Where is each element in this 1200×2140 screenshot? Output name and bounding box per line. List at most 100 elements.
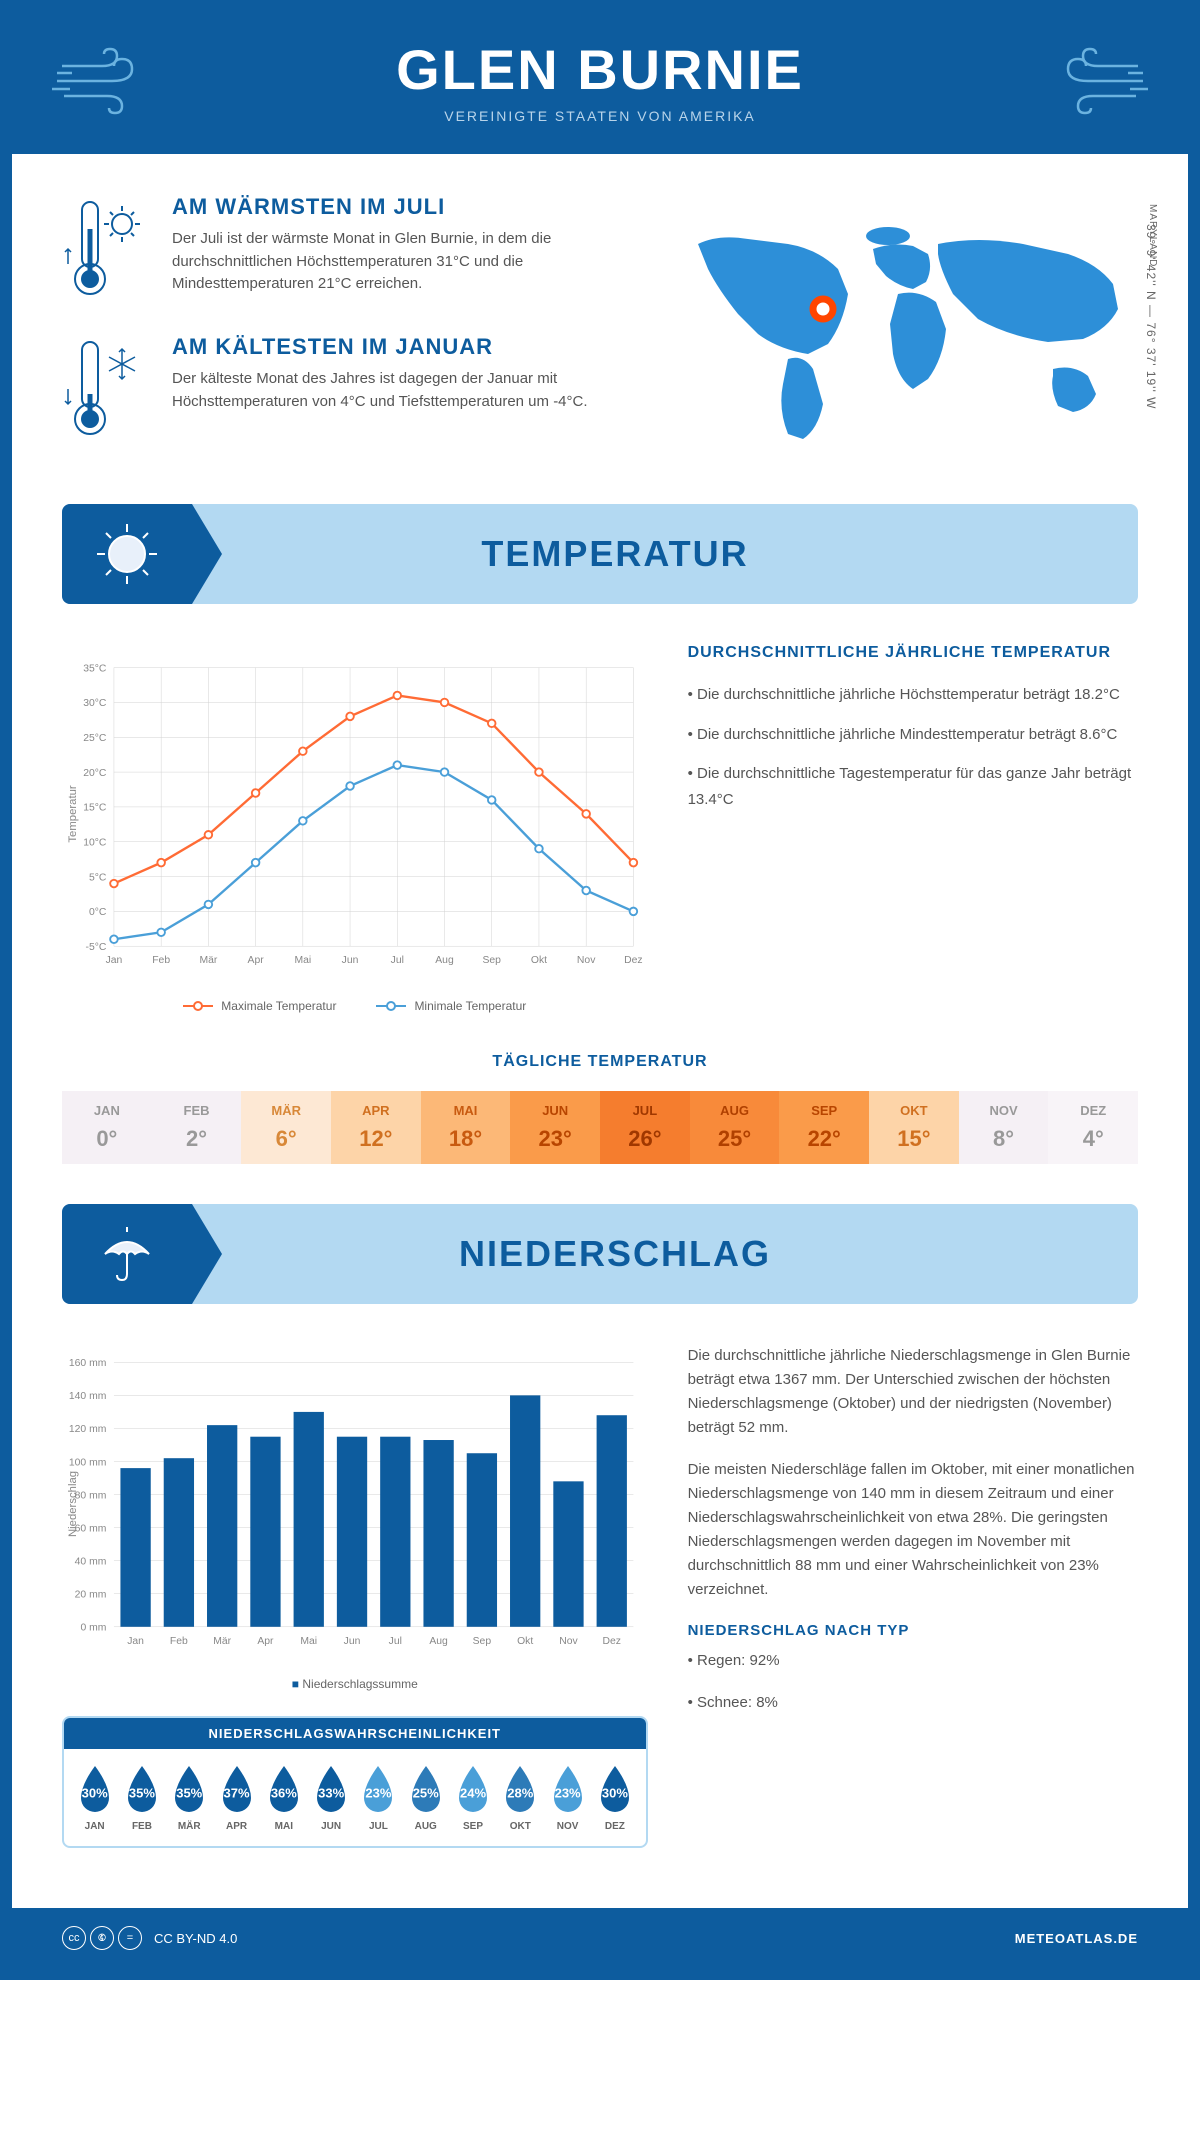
svg-text:Feb: Feb	[170, 1636, 188, 1647]
daily-cell: APR12°	[331, 1091, 421, 1164]
precipitation-section-header: NIEDERSCHLAG	[62, 1204, 1138, 1304]
svg-text:35°C: 35°C	[83, 663, 107, 674]
legend-max: Maximale Temperatur	[183, 999, 336, 1013]
daily-temperature: TÄGLICHE TEMPERATUR JAN0°FEB2°MÄR6°APR12…	[12, 1053, 1188, 1204]
precip-legend: Niederschlagssumme	[62, 1677, 648, 1691]
precipitation-title: NIEDERSCHLAG	[192, 1233, 1138, 1275]
probability-drop: 24%SEP	[450, 1763, 495, 1832]
precip-type-1: • Regen: 92%	[688, 1649, 1138, 1673]
daily-cell: JUN23°	[510, 1091, 600, 1164]
precip-p1: Die durchschnittliche jährliche Niedersc…	[688, 1344, 1138, 1440]
precip-type-title: NIEDERSCHLAG NACH TYP	[688, 1622, 1138, 1639]
svg-text:15°C: 15°C	[83, 803, 107, 814]
daily-cell: MÄR6°	[241, 1091, 331, 1164]
umbrella-icon	[95, 1222, 160, 1287]
svg-text:30°C: 30°C	[83, 698, 107, 709]
daily-cell: NOV8°	[959, 1091, 1049, 1164]
thermometer-cold-icon	[62, 334, 152, 444]
svg-text:100 mm: 100 mm	[69, 1457, 106, 1468]
probability-drop: 23%JUL	[356, 1763, 401, 1832]
svg-text:Sep: Sep	[482, 955, 501, 966]
country-name: VEREINIGTE STAATEN VON AMERIKA	[172, 108, 1028, 124]
cold-title: AM KÄLTESTEN IM JANUAR	[172, 334, 618, 360]
temperature-chart: -5°C0°C5°C10°C15°C20°C25°C30°C35°CJanFeb…	[62, 644, 648, 1013]
svg-text:Niederschlag: Niederschlag	[67, 1471, 79, 1537]
svg-text:Jan: Jan	[127, 1636, 144, 1647]
thermometer-hot-icon	[62, 194, 152, 304]
precipitation-chart: 0 mm20 mm40 mm60 mm80 mm100 mm120 mm140 …	[62, 1344, 648, 1664]
svg-text:Sep: Sep	[473, 1636, 492, 1647]
svg-text:5°C: 5°C	[89, 872, 107, 883]
site-name: METEOATLAS.DE	[1015, 1931, 1138, 1946]
daily-cell: SEP22°	[779, 1091, 869, 1164]
svg-text:-5°C: -5°C	[86, 942, 107, 953]
city-name: GLEN BURNIE	[172, 37, 1028, 102]
svg-text:0 mm: 0 mm	[80, 1623, 106, 1634]
cc-icons: cc🅮=	[62, 1926, 142, 1950]
svg-text:20 mm: 20 mm	[75, 1590, 107, 1601]
svg-text:Nov: Nov	[559, 1636, 578, 1647]
svg-text:20°C: 20°C	[83, 768, 107, 779]
svg-text:Apr: Apr	[257, 1636, 274, 1647]
svg-text:160 mm: 160 mm	[69, 1358, 106, 1369]
svg-text:Jul: Jul	[389, 1636, 402, 1647]
precip-type-2: • Schnee: 8%	[688, 1691, 1138, 1715]
daily-title: TÄGLICHE TEMPERATUR	[62, 1053, 1138, 1071]
probability-drop: 25%AUG	[403, 1763, 448, 1832]
svg-text:60 mm: 60 mm	[75, 1523, 107, 1534]
svg-text:Aug: Aug	[429, 1636, 448, 1647]
probability-box: NIEDERSCHLAGSWAHRSCHEINLICHKEIT 30%JAN35…	[62, 1716, 648, 1848]
temperature-section-header: TEMPERATUR	[62, 504, 1138, 604]
svg-text:Mai: Mai	[300, 1636, 317, 1647]
svg-text:Dez: Dez	[603, 1636, 621, 1647]
svg-text:Jun: Jun	[344, 1636, 361, 1647]
daily-cell: AUG25°	[690, 1091, 780, 1164]
probability-title: NIEDERSCHLAGSWAHRSCHEINLICHKEIT	[64, 1718, 646, 1749]
temperature-info: DURCHSCHNITTLICHE JÄHRLICHE TEMPERATUR •…	[688, 644, 1138, 1013]
probability-drop: 35%MÄR	[167, 1763, 212, 1832]
svg-text:Dez: Dez	[624, 955, 642, 966]
temp-bullet-3: • Die durchschnittliche Tagestemperatur …	[688, 761, 1138, 812]
svg-text:140 mm: 140 mm	[69, 1391, 106, 1402]
svg-text:Jul: Jul	[391, 955, 404, 966]
svg-text:25°C: 25°C	[83, 733, 107, 744]
wind-icon-left	[52, 41, 172, 121]
location-marker	[813, 299, 833, 319]
daily-cell: FEB2°	[152, 1091, 242, 1164]
daily-cell: OKT15°	[869, 1091, 959, 1164]
probability-drop: 37%APR	[214, 1763, 259, 1832]
probability-drop: 30%DEZ	[592, 1763, 637, 1832]
svg-text:Aug: Aug	[435, 955, 454, 966]
probability-drop: 35%FEB	[119, 1763, 164, 1832]
warm-text: Der Juli ist der wärmste Monat in Glen B…	[172, 228, 618, 296]
precip-p2: Die meisten Niederschläge fallen im Okto…	[688, 1458, 1138, 1602]
svg-text:0°C: 0°C	[89, 907, 107, 918]
daily-cell: JUL26°	[600, 1091, 690, 1164]
probability-drop: 23%NOV	[545, 1763, 590, 1832]
intro-section: AM WÄRMSTEN IM JULI Der Juli ist der wär…	[12, 154, 1188, 504]
svg-text:Mai: Mai	[294, 955, 311, 966]
world-map	[658, 194, 1138, 454]
svg-text:120 mm: 120 mm	[69, 1424, 106, 1435]
warm-title: AM WÄRMSTEN IM JULI	[172, 194, 618, 220]
wind-icon-right	[1028, 41, 1148, 121]
probability-drop: 33%JUN	[308, 1763, 353, 1832]
precipitation-info: Die durchschnittliche jährliche Niedersc…	[688, 1344, 1138, 1848]
svg-text:Jun: Jun	[342, 955, 359, 966]
cold-text: Der kälteste Monat des Jahres ist dagege…	[172, 368, 618, 413]
svg-text:10°C: 10°C	[83, 838, 107, 849]
svg-text:Temperatur: Temperatur	[67, 785, 79, 843]
sun-icon	[92, 519, 162, 589]
svg-text:Nov: Nov	[577, 955, 596, 966]
header: GLEN BURNIE VEREINIGTE STAATEN VON AMERI…	[12, 12, 1188, 154]
temperature-title: TEMPERATUR	[192, 533, 1138, 575]
legend-min: Minimale Temperatur	[376, 999, 526, 1013]
probability-drop: 36%MAI	[261, 1763, 306, 1832]
daily-cell: JAN0°	[62, 1091, 152, 1164]
svg-text:Apr: Apr	[248, 955, 265, 966]
probability-drop: 30%JAN	[72, 1763, 117, 1832]
svg-text:Mär: Mär	[199, 955, 217, 966]
temp-bullet-1: • Die durchschnittliche jährliche Höchst…	[688, 682, 1138, 708]
daily-cell: DEZ4°	[1048, 1091, 1138, 1164]
svg-text:Okt: Okt	[531, 955, 547, 966]
